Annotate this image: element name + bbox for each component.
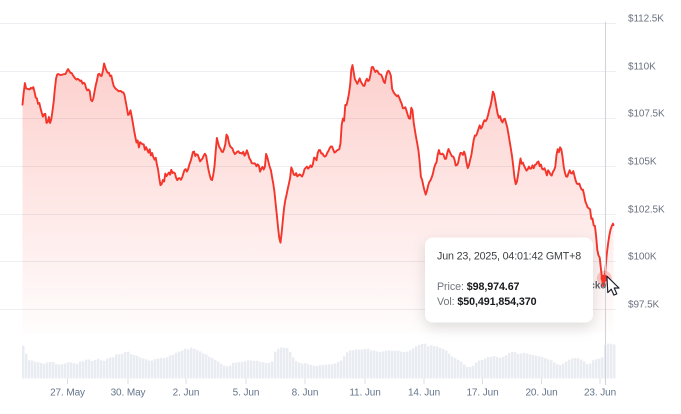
svg-text:2. Jun: 2. Jun (173, 388, 200, 399)
svg-text:11. Jun: 11. Jun (349, 388, 380, 399)
svg-text:$107.5K: $107.5K (628, 109, 665, 120)
svg-text:17. Jun: 17. Jun (466, 388, 498, 399)
svg-text:Vol: $50,491,854,370: Vol: $50,491,854,370 (437, 296, 537, 308)
svg-text:$105K: $105K (628, 157, 657, 168)
svg-text:$110K: $110K (628, 62, 656, 73)
svg-text:23. Jun: 23. Jun (584, 388, 616, 399)
svg-text:$100K: $100K (628, 252, 657, 263)
svg-text:$102.5K: $102.5K (628, 205, 665, 216)
svg-text:8. Jun: 8. Jun (292, 388, 319, 399)
svg-text:$97.5K: $97.5K (628, 300, 660, 311)
svg-text:14. Jun: 14. Jun (408, 388, 440, 399)
svg-text:$112.5K: $112.5K (628, 14, 664, 25)
svg-text:Price: $98,974.67: Price: $98,974.67 (437, 281, 520, 293)
svg-text:20. Jun: 20. Jun (525, 388, 557, 399)
svg-text:30. May: 30. May (111, 388, 146, 399)
svg-text:5. Jun: 5. Jun (233, 388, 260, 399)
svg-text:27. May: 27. May (50, 388, 85, 399)
svg-text:Jun 23, 2025, 04:01:42 GMT+8: Jun 23, 2025, 04:01:42 GMT+8 (437, 251, 581, 263)
